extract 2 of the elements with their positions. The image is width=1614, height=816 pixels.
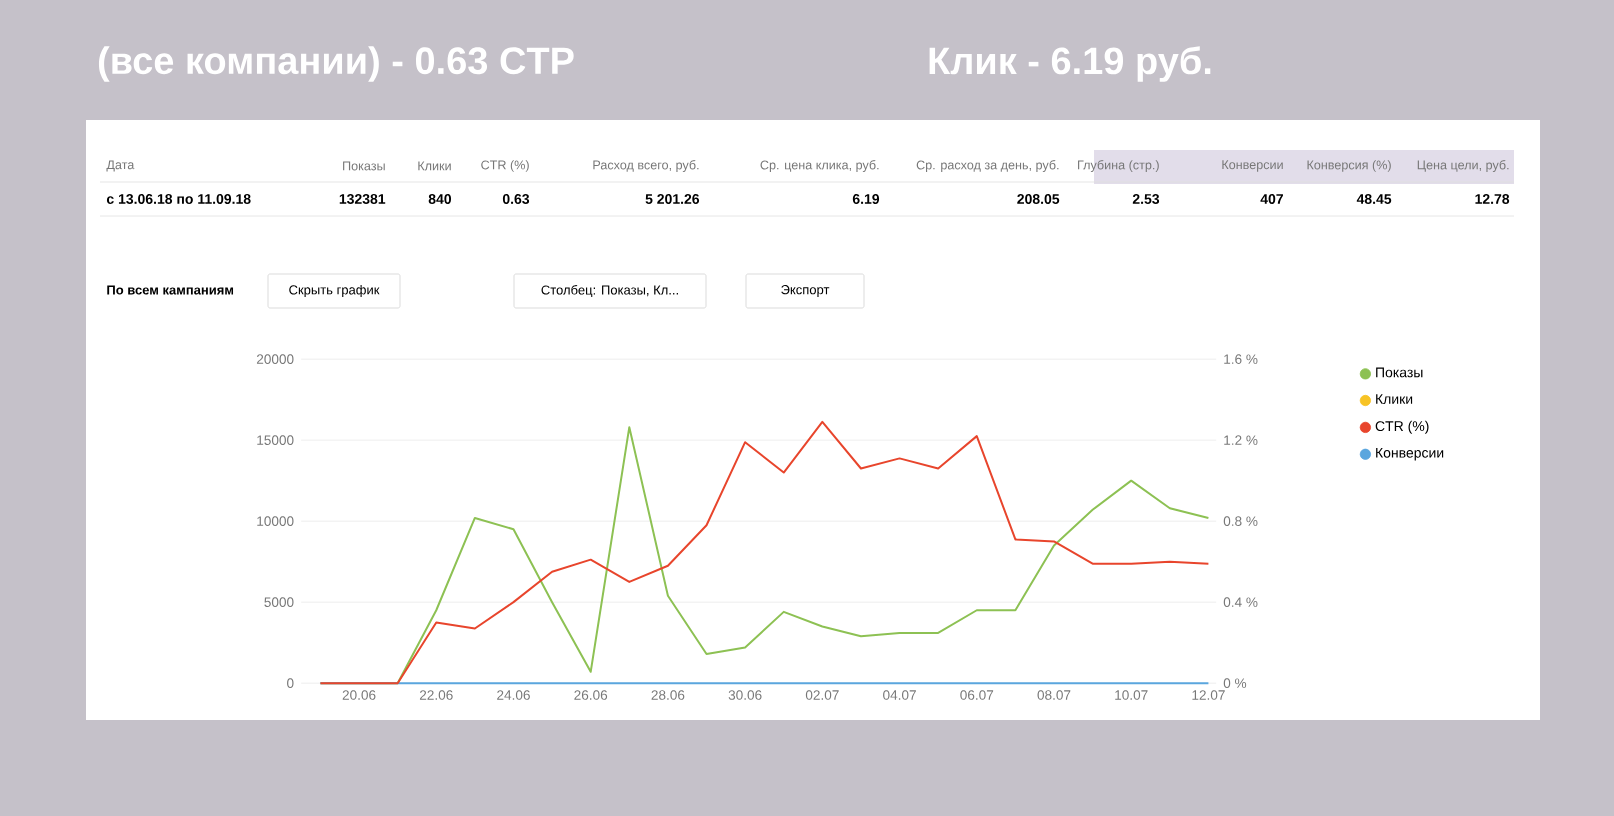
chart-title: (все компании) - 0.63 CTP [98,46,574,82]
chart-subtitle: Клик - 6.19 руб. [929,46,1211,82]
